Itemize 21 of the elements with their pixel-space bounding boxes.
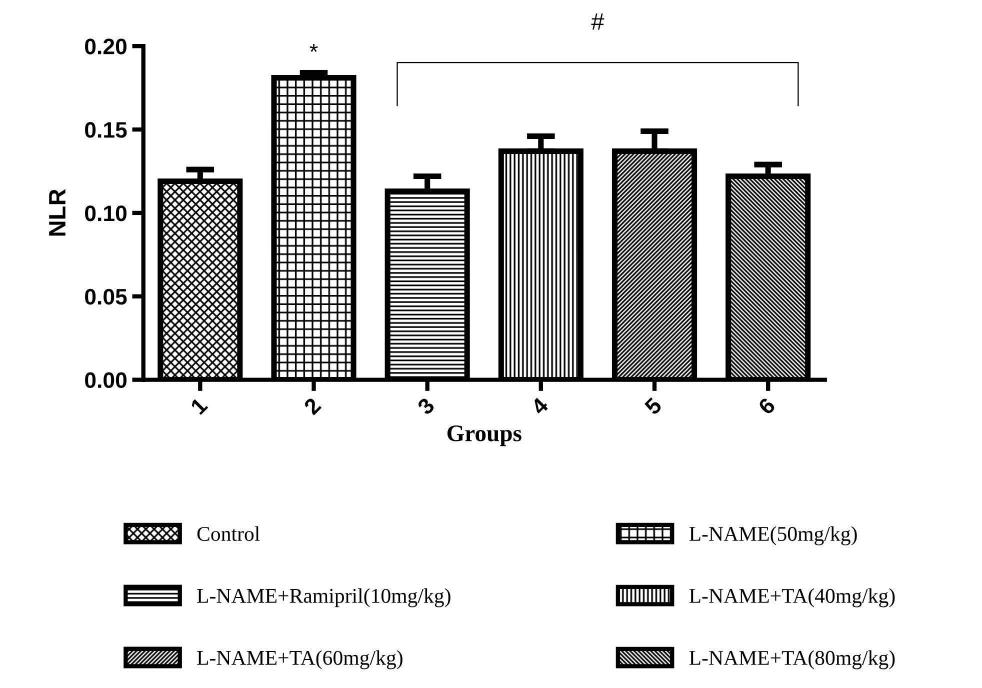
y-tick-label: 0.05 xyxy=(85,288,127,305)
x-tick-label: 4 xyxy=(530,396,550,416)
y-axis-title: NLR xyxy=(49,189,66,236)
legend-label: L-NAME+TA(60mg/kg) xyxy=(197,650,402,670)
x-tick-label: 6 xyxy=(757,396,776,416)
legend-label: L-NAME+TA(40mg/kg) xyxy=(689,588,895,608)
text: # xyxy=(591,14,604,30)
x-tick-label: 3 xyxy=(416,396,436,416)
x-axis-title: Groups xyxy=(447,425,522,446)
legend-label: L-NAME+TA(80mg/kg) xyxy=(689,650,895,670)
y-tick-label: 0.20 xyxy=(85,38,126,54)
y-tick-label: 0.15 xyxy=(85,122,127,138)
legend-label: L-NAME(50mg/kg) xyxy=(689,526,857,546)
x-tick-label: 2 xyxy=(303,396,322,416)
y-tick-label: 0.00 xyxy=(85,372,126,388)
y-tick-label: 0.10 xyxy=(85,205,126,222)
legend-label: Control xyxy=(197,526,260,541)
x-tick-label: 5 xyxy=(644,396,663,416)
annotation: * xyxy=(310,44,318,52)
legend-label: L-NAME+Ramipril(10mg/kg) xyxy=(197,588,450,608)
x-tick-label: 1 xyxy=(190,396,208,415)
